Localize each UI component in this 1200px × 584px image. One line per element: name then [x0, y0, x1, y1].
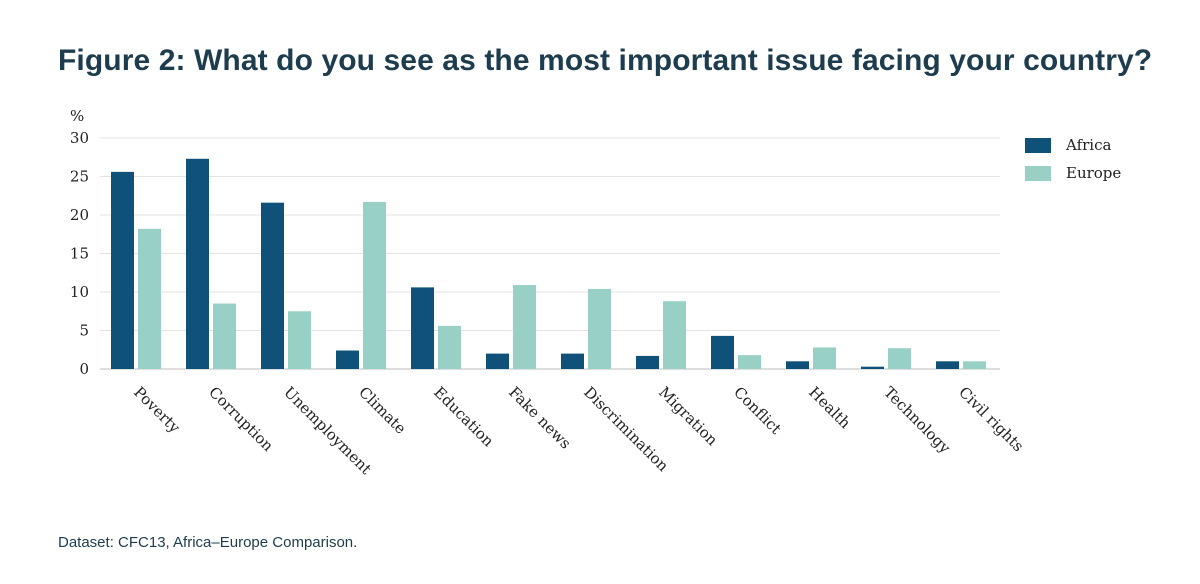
y-tick-label: 15	[70, 245, 89, 263]
bar-africa-health	[786, 361, 809, 369]
y-tick-label: 5	[79, 322, 89, 340]
x-tick-label: Civil rights	[955, 383, 1027, 455]
bar-africa-unemployment	[261, 202, 284, 369]
bar-africa-climate	[336, 350, 359, 369]
legend-label-africa: Africa	[1065, 136, 1111, 154]
y-tick-label: 30	[70, 129, 89, 147]
bar-europe-corruption	[213, 303, 236, 369]
bar-africa-corruption	[186, 158, 209, 369]
y-tick-label: 20	[70, 206, 89, 224]
bar-africa-civil-rights	[936, 361, 959, 369]
bar-europe-climate	[363, 201, 386, 369]
bar-europe-migration	[663, 301, 686, 369]
bar-europe-discrimination	[588, 288, 611, 369]
dataset-footnote: Dataset: CFC13, Africa–Europe Comparison…	[58, 534, 358, 551]
bar-europe-fake-news	[513, 285, 536, 369]
bar-europe-unemployment	[288, 311, 311, 369]
bar-europe-technology	[888, 348, 911, 369]
y-tick-label: 25	[70, 168, 89, 186]
legend-swatch-africa	[1025, 138, 1051, 153]
x-tick-label: Fake news	[505, 383, 574, 452]
bar-europe-poverty	[138, 228, 161, 369]
bar-europe-education	[438, 325, 461, 369]
y-tick-label: 10	[70, 283, 89, 301]
x-tick-label: Poverty	[130, 383, 184, 437]
y-axis-label: %	[70, 107, 84, 125]
bar-africa-migration	[636, 355, 659, 369]
bar-africa-fake-news	[486, 353, 509, 369]
legend-label-europe: Europe	[1066, 164, 1121, 182]
x-tick-label: Migration	[655, 383, 721, 449]
bar-europe-health	[813, 347, 836, 369]
bar-europe-conflict	[738, 355, 761, 369]
x-tick-label: Corruption	[205, 383, 277, 455]
bar-africa-discrimination	[561, 353, 584, 369]
bar-africa-poverty	[111, 171, 134, 369]
bar-europe-civil-rights	[963, 361, 986, 369]
x-tick-label: Education	[430, 383, 497, 450]
bar-africa-conflict	[711, 335, 734, 369]
y-tick-label: 0	[79, 360, 89, 378]
x-tick-label: Climate	[355, 383, 410, 438]
bar-africa-technology	[861, 366, 884, 369]
x-tick-label: Health	[805, 383, 854, 432]
x-tick-label: Conflict	[730, 383, 785, 438]
bar-africa-education	[411, 287, 434, 369]
chart-title: Figure 2: What do you see as the most im…	[58, 44, 1153, 77]
legend-swatch-europe	[1025, 166, 1051, 181]
x-tick-label: Technology	[880, 383, 954, 457]
